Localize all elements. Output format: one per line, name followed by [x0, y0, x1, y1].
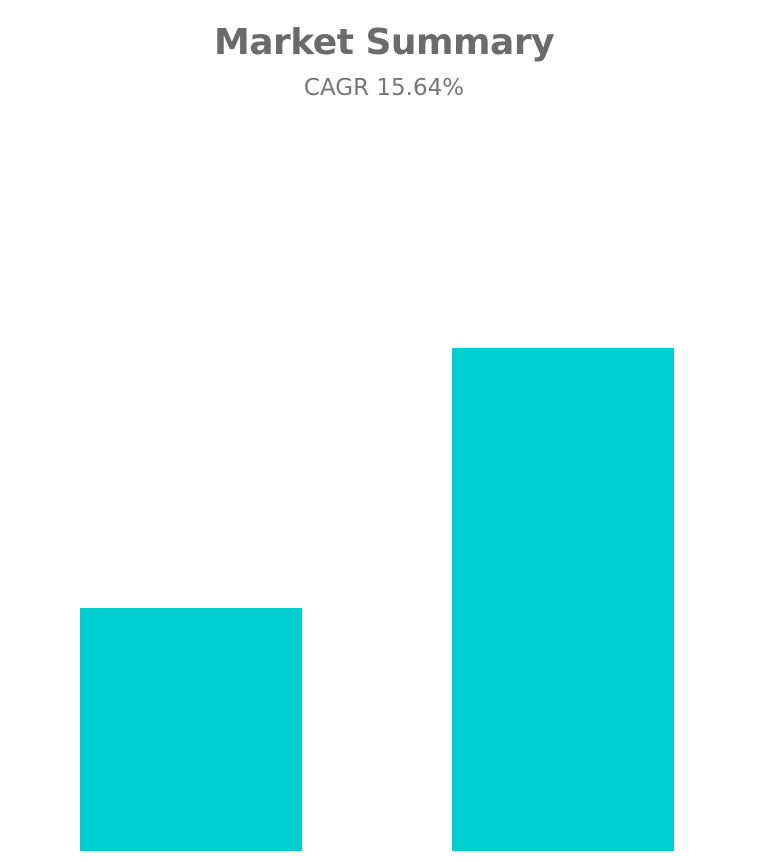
bar-2 — [452, 348, 674, 851]
chart-title: Market Summary — [213, 22, 555, 63]
chart-subtitle: CAGR 15.64% — [303, 75, 465, 101]
bar-1 — [80, 608, 302, 851]
